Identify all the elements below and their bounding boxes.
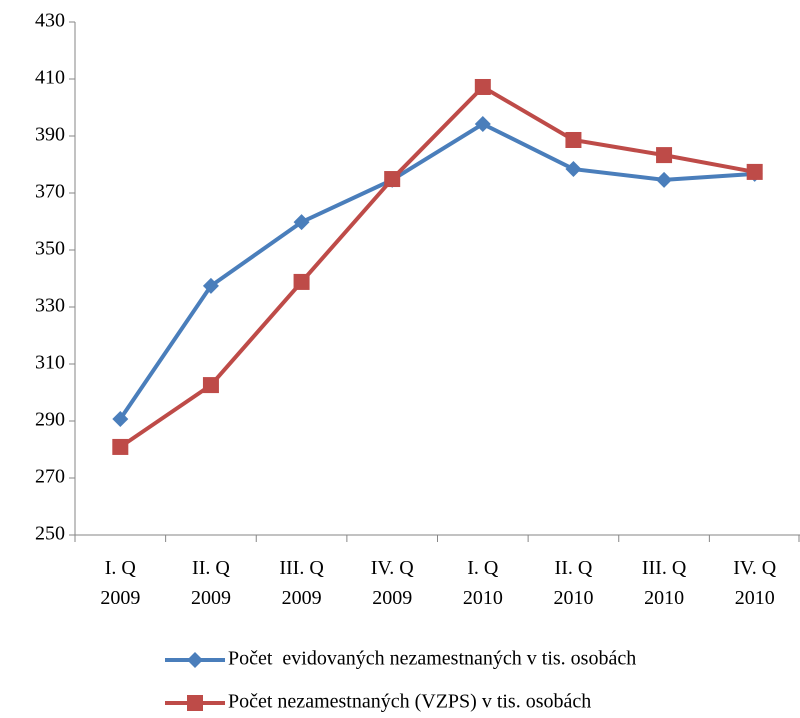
- y-tick-label: 430: [35, 10, 65, 32]
- x-tick-label: III. Q 2010: [641, 557, 687, 609]
- data-point: [293, 214, 310, 231]
- x-tick-label: I. Q 2009: [100, 557, 141, 609]
- data-point: [746, 163, 763, 180]
- data-point: [384, 171, 401, 188]
- data-point: [656, 147, 673, 164]
- y-tick-label: 290: [35, 409, 65, 431]
- data-point: [474, 78, 491, 95]
- series-line: [119, 84, 756, 449]
- data-point: [202, 377, 219, 394]
- data-point: [202, 277, 219, 294]
- x-tick-label: IV. Q 2009: [370, 557, 414, 609]
- y-tick-label: 350: [35, 238, 65, 260]
- series-line: [118, 121, 755, 421]
- data-point: [112, 438, 129, 455]
- y-tick-label: 370: [35, 181, 65, 203]
- legend-marker: [187, 652, 203, 668]
- data-point: [112, 411, 129, 428]
- data-point: [565, 161, 582, 178]
- y-tick-label: 310: [35, 352, 65, 374]
- data-point: [656, 171, 673, 188]
- x-tick-label: III. Q 2009: [279, 557, 324, 609]
- x-tick-label: II. Q 2009: [190, 557, 231, 609]
- y-tick-label: 330: [35, 295, 65, 317]
- y-tick-label: 270: [35, 466, 65, 488]
- y-tick-label: 390: [35, 124, 65, 146]
- x-tick-label: II. Q 2010: [553, 557, 594, 609]
- y-tick-label: 410: [35, 67, 65, 89]
- legend-marker: [187, 695, 203, 711]
- x-tick-label: IV. Q 2010: [733, 557, 777, 609]
- y-tick-label: 250: [35, 523, 65, 545]
- x-tick-label: I. Q 2010: [462, 557, 503, 609]
- legend-label: Počet evidovaných nezamestnaných v tis. …: [228, 648, 636, 670]
- data-point: [293, 273, 310, 290]
- data-point: [474, 116, 491, 133]
- data-point: [565, 131, 582, 148]
- legend-label: Počet nezamestnaných (VZPS) v tis. osobá…: [228, 691, 591, 713]
